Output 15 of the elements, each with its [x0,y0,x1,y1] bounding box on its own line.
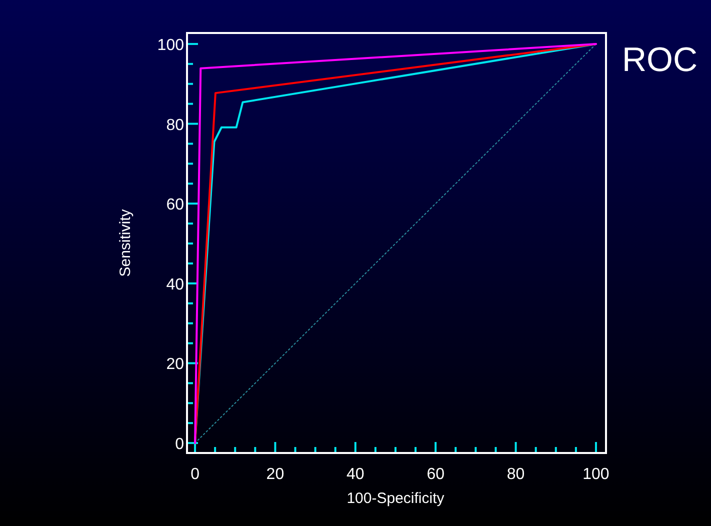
x-tick-label: 80 [506,466,525,483]
x-tick-label: 20 [266,466,284,483]
y-tick-label: 40 [166,276,184,294]
x-tick-label: 40 [346,466,364,483]
x-tick-label: 60 [426,466,445,483]
y-tick-label: 80 [166,116,184,134]
y-tick-label: 100 [157,36,184,54]
x-axis-title: 100-Specificity [346,490,445,507]
y-axis-title: Sensitivity [117,208,134,277]
x-tick-label: 100 [582,466,610,483]
x-tick-label: 0 [190,466,200,483]
y-tick-label: 20 [166,356,184,374]
chart-title: ROC [622,41,698,79]
y-tick-label: 60 [166,196,184,214]
y-tick-label: 0 [175,436,184,454]
